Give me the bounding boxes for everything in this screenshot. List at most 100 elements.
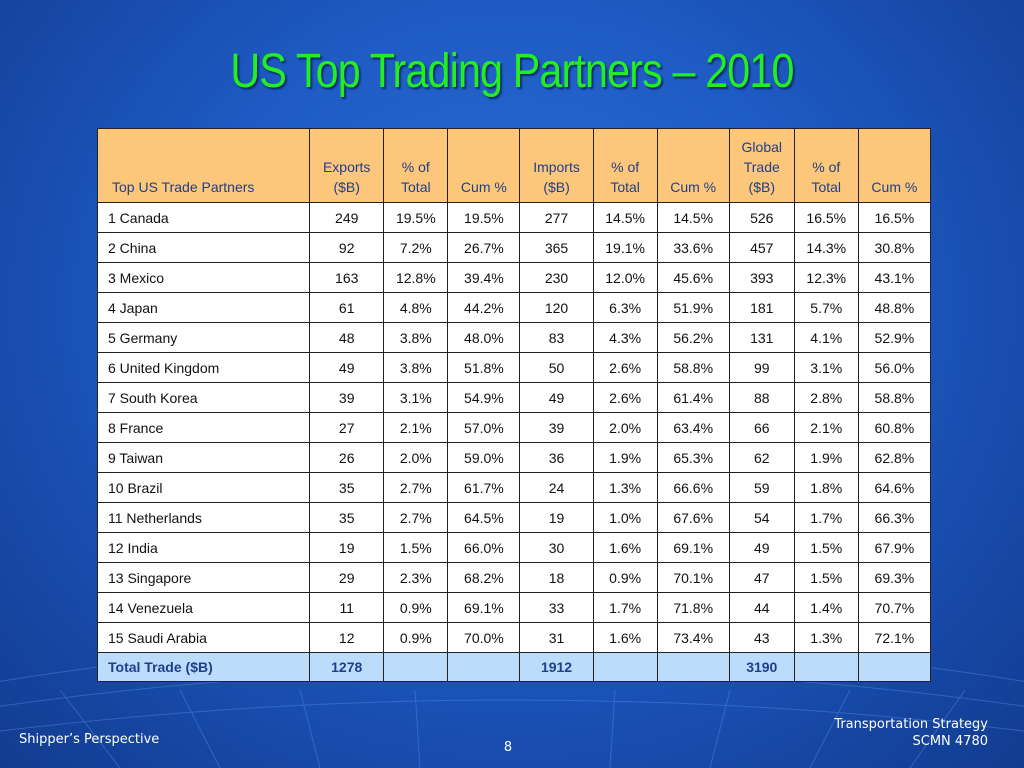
total-value-cell <box>592 652 658 682</box>
value-cell: 1.5% <box>793 562 859 593</box>
value-cell: 70.7% <box>857 592 932 623</box>
value-cell: 24 <box>519 472 594 503</box>
total-row: Total Trade ($B) 1278 1912 3190 <box>96 652 932 682</box>
value-cell: 54.9% <box>447 382 521 413</box>
value-cell: 52.9% <box>857 322 932 353</box>
value-cell: 18 <box>519 562 594 593</box>
value-cell: 35 <box>309 472 385 503</box>
value-cell: 19 <box>309 532 385 563</box>
value-cell: 365 <box>519 232 594 263</box>
value-cell: 61.7% <box>447 472 521 503</box>
total-label-cell: Total Trade ($B) <box>96 652 311 682</box>
table-row: 15 Saudi Arabia 12 0.9% 70.0% 31 1.6% 73.4% 43 1… <box>96 622 932 653</box>
table-row: 11 Netherlands 35 2.7% 64.5% 19 1.0% 67.6% 54 1.… <box>96 502 932 533</box>
slide-title: US Top Trading Partners – 2010 <box>230 45 794 98</box>
value-cell: 66 <box>728 412 795 443</box>
value-cell: 67.6% <box>656 502 730 533</box>
value-cell: 64.5% <box>447 502 521 533</box>
value-cell: 68.2% <box>447 562 521 593</box>
value-cell: 2.7% <box>383 472 449 503</box>
table-row: 1 Canada 249 19.5% 19.5% 277 14.5% 14.5% 526 16.… <box>96 202 932 233</box>
value-cell: 50 <box>519 352 594 383</box>
column-header: Top US Trade Partners <box>96 128 311 203</box>
value-cell: 62.8% <box>857 442 932 473</box>
value-cell: 7.2% <box>383 232 449 263</box>
value-cell: 1.4% <box>793 592 859 623</box>
value-cell: 83 <box>519 322 594 353</box>
value-cell: 56.2% <box>656 322 730 353</box>
value-cell: 2.3% <box>383 562 449 593</box>
table-row: 10 Brazil 35 2.7% 61.7% 24 1.3% 66.6% 59 1.8% 64.… <box>96 472 932 503</box>
value-cell: 14.5% <box>656 202 730 233</box>
value-cell: 92 <box>309 232 385 263</box>
value-cell: 31 <box>519 622 594 653</box>
value-cell: 2.1% <box>793 412 859 443</box>
partner-name-cell: 5 Germany <box>96 322 311 353</box>
value-cell: 19.5% <box>383 202 449 233</box>
value-cell: 33.6% <box>656 232 730 263</box>
value-cell: 5.7% <box>793 292 859 323</box>
partner-name-cell: 8 France <box>96 412 311 443</box>
value-cell: 45.6% <box>656 262 730 293</box>
value-cell: 526 <box>728 202 795 233</box>
value-cell: 67.9% <box>857 532 932 563</box>
value-cell: 54 <box>728 502 795 533</box>
value-cell: 12 <box>309 622 385 653</box>
value-cell: 4.1% <box>793 322 859 353</box>
value-cell: 4.3% <box>592 322 658 353</box>
value-cell: 1.9% <box>592 442 658 473</box>
value-cell: 39 <box>309 382 385 413</box>
partner-name-cell: 13 Singapore <box>96 562 311 593</box>
value-cell: 43.1% <box>857 262 932 293</box>
value-cell: 57.0% <box>447 412 521 443</box>
value-cell: 1.3% <box>793 622 859 653</box>
value-cell: 1.7% <box>592 592 658 623</box>
total-value-cell <box>383 652 449 682</box>
value-cell: 49 <box>519 382 594 413</box>
footer-course-title: Transportation Strategy <box>834 717 988 732</box>
partner-name-cell: 9 Taiwan <box>96 442 311 473</box>
value-cell: 70.1% <box>656 562 730 593</box>
footer-right-text: Transportation Strategy SCMN 4780 <box>834 716 988 750</box>
value-cell: 1.5% <box>383 532 449 563</box>
partner-name-cell: 12 India <box>96 532 311 563</box>
value-cell: 59 <box>728 472 795 503</box>
value-cell: 2.1% <box>383 412 449 443</box>
value-cell: 60.8% <box>857 412 932 443</box>
value-cell: 2.0% <box>592 412 658 443</box>
value-cell: 48 <box>309 322 385 353</box>
value-cell: 88 <box>728 382 795 413</box>
value-cell: 2.6% <box>592 352 658 383</box>
value-cell: 73.4% <box>656 622 730 653</box>
value-cell: 44 <box>728 592 795 623</box>
column-header: % of Total <box>383 128 449 203</box>
partner-name-cell: 11 Netherlands <box>96 502 311 533</box>
value-cell: 58.8% <box>857 382 932 413</box>
value-cell: 65.3% <box>656 442 730 473</box>
value-cell: 4.8% <box>383 292 449 323</box>
value-cell: 230 <box>519 262 594 293</box>
value-cell: 1.3% <box>592 472 658 503</box>
value-cell: 3.1% <box>383 382 449 413</box>
value-cell: 30 <box>519 532 594 563</box>
column-header: Global Trade ($B) <box>728 128 795 203</box>
value-cell: 49 <box>309 352 385 383</box>
value-cell: 39.4% <box>447 262 521 293</box>
value-cell: 58.8% <box>656 352 730 383</box>
table-body: 1 Canada 249 19.5% 19.5% 277 14.5% 14.5% 526 16.… <box>96 202 932 682</box>
value-cell: 48.8% <box>857 292 932 323</box>
value-cell: 1.7% <box>793 502 859 533</box>
table-row: 14 Venezuela 11 0.9% 69.1% 33 1.7% 71.8% 44 1.4%… <box>96 592 932 623</box>
value-cell: 12.0% <box>592 262 658 293</box>
value-cell: 51.9% <box>656 292 730 323</box>
value-cell: 29 <box>309 562 385 593</box>
column-header: Imports ($B) <box>519 128 594 203</box>
value-cell: 19.5% <box>447 202 521 233</box>
value-cell: 2.0% <box>383 442 449 473</box>
value-cell: 6.3% <box>592 292 658 323</box>
value-cell: 35 <box>309 502 385 533</box>
value-cell: 69.3% <box>857 562 932 593</box>
value-cell: 26 <box>309 442 385 473</box>
total-value-cell: 3190 <box>728 652 795 682</box>
value-cell: 14.3% <box>793 232 859 263</box>
